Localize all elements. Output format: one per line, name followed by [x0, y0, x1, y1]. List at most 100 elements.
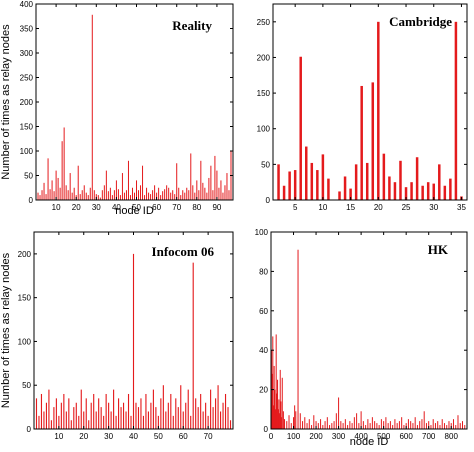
- bar: [276, 393, 278, 429]
- bar: [152, 190, 154, 200]
- bar: [192, 262, 194, 429]
- bar: [83, 411, 85, 429]
- bar: [215, 398, 217, 429]
- bar: [220, 411, 222, 429]
- bar: [297, 249, 299, 429]
- bar: [306, 423, 308, 429]
- bar: [168, 187, 170, 200]
- bar: [196, 180, 198, 200]
- bar: [380, 419, 382, 429]
- bar: [371, 417, 373, 429]
- bar: [75, 402, 77, 429]
- bar: [335, 413, 337, 429]
- bar: [61, 141, 63, 200]
- bar: [227, 407, 229, 429]
- bar: [284, 419, 286, 429]
- bar: [59, 187, 61, 200]
- bar: [226, 173, 228, 200]
- bar: [281, 417, 283, 429]
- bar: [388, 176, 391, 200]
- bar: [217, 385, 219, 429]
- bar: [121, 173, 123, 200]
- bar: [77, 165, 79, 200]
- bar: [87, 195, 89, 200]
- bar: [228, 190, 230, 200]
- y-tick-label: 0: [27, 425, 32, 434]
- bar: [313, 415, 315, 429]
- bar: [454, 21, 458, 201]
- bar: [279, 369, 281, 429]
- bar: [58, 415, 60, 429]
- bar: [134, 192, 135, 200]
- bar: [182, 411, 184, 429]
- bar: [377, 21, 380, 201]
- bar: [135, 402, 137, 429]
- bar: [210, 165, 212, 200]
- bar: [172, 190, 174, 200]
- bar: [98, 398, 100, 429]
- bar: [137, 407, 140, 429]
- bar: [333, 421, 335, 429]
- bar: [138, 190, 140, 200]
- bar: [204, 187, 206, 200]
- bar: [412, 423, 414, 429]
- y-tick-label: 100: [20, 147, 34, 156]
- bar: [105, 170, 107, 200]
- bar: [178, 187, 180, 200]
- bar: [188, 190, 190, 200]
- bar: [410, 182, 413, 200]
- bar: [421, 185, 424, 200]
- y-tick-label: 100: [18, 337, 32, 346]
- bar: [272, 405, 274, 429]
- bar: [79, 194, 81, 200]
- x-tick-label: 700: [422, 432, 436, 441]
- bar: [166, 185, 168, 200]
- bar: [156, 192, 158, 200]
- bar: [277, 164, 280, 200]
- bar: [45, 402, 47, 429]
- bar: [443, 185, 447, 200]
- bar: [224, 393, 227, 429]
- bar: [293, 417, 295, 429]
- bar: [222, 402, 224, 429]
- bar: [186, 187, 188, 200]
- bar: [398, 421, 400, 429]
- bar: [432, 183, 435, 200]
- bar: [407, 419, 409, 429]
- bar: [89, 187, 91, 200]
- bar: [67, 190, 69, 200]
- x-tick-label: 70: [172, 203, 181, 212]
- bar: [47, 158, 49, 200]
- x-tick-label: 50: [132, 203, 141, 212]
- y-tick-label: 200: [257, 53, 271, 62]
- bar: [218, 187, 220, 200]
- bar: [461, 421, 463, 429]
- y-tick-label: 50: [22, 381, 31, 390]
- bar: [448, 421, 450, 429]
- bar: [45, 194, 47, 200]
- bar: [311, 425, 313, 429]
- bar: [349, 421, 351, 429]
- y-tick-label: 100: [255, 228, 269, 237]
- y-tick-label: 250: [257, 18, 271, 27]
- bar: [53, 407, 55, 429]
- y-tick-label: 150: [18, 294, 32, 303]
- bar: [122, 402, 125, 429]
- x-tick-label: 25: [402, 203, 411, 212]
- bar: [117, 189, 119, 200]
- y-tick-label: 80: [259, 267, 268, 276]
- bar: [376, 423, 378, 429]
- bar: [147, 411, 149, 429]
- bar: [200, 393, 202, 429]
- bar: [129, 195, 131, 200]
- y-tick-label: 300: [20, 49, 34, 58]
- bar: [299, 56, 302, 200]
- bar: [278, 399, 280, 429]
- bar: [71, 192, 73, 200]
- bar: [367, 419, 369, 429]
- bar: [434, 423, 436, 429]
- bar: [455, 425, 457, 429]
- bar: [118, 398, 120, 429]
- bar: [446, 425, 448, 429]
